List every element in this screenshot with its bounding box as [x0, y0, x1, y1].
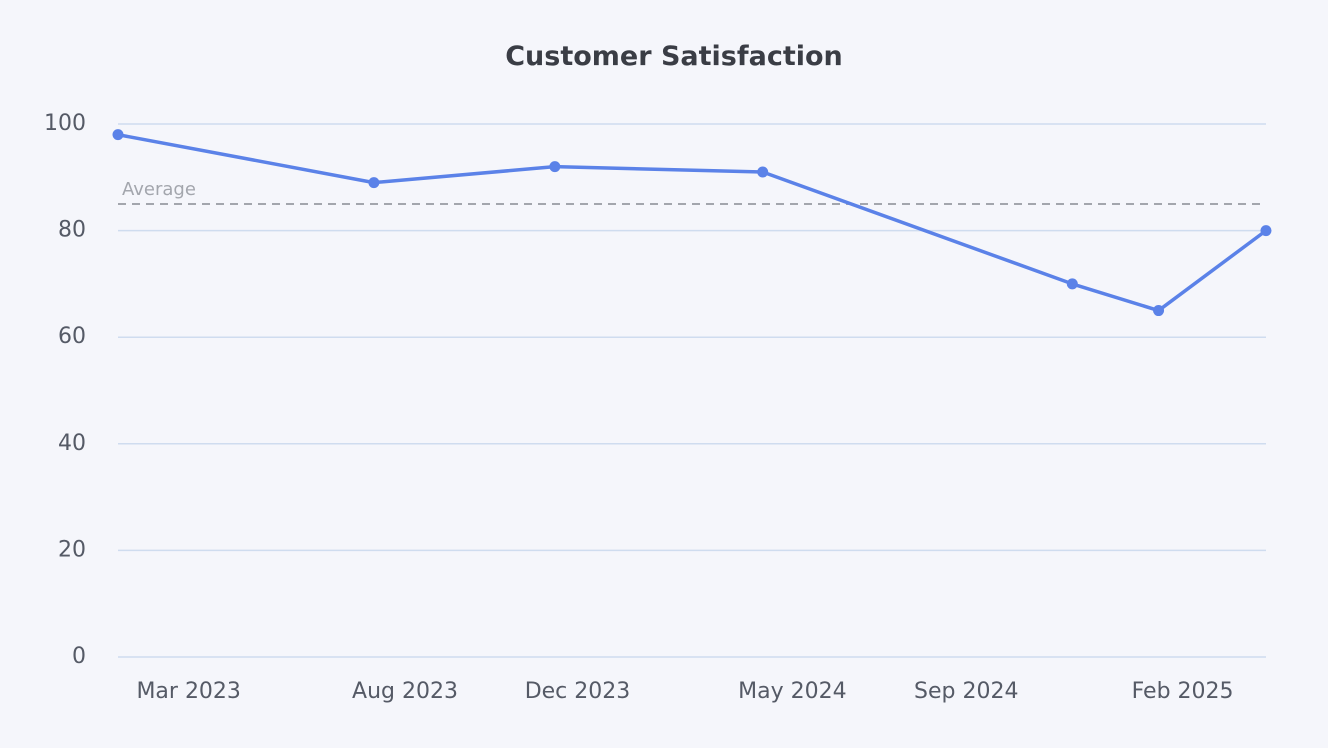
average-label: Average — [122, 179, 196, 200]
x-tick-label: Dec 2023 — [525, 679, 631, 704]
chart-title: Customer Satisfaction — [505, 41, 843, 72]
y-tick-label: 60 — [58, 324, 86, 349]
series-line — [116, 132, 1268, 313]
data-point — [1153, 305, 1165, 317]
data-point — [368, 177, 380, 189]
x-tick-label: May 2024 — [738, 679, 846, 704]
data-point — [757, 166, 769, 178]
gridlines — [118, 123, 1266, 658]
y-tick-label: 100 — [44, 111, 86, 136]
y-tick-label: 80 — [58, 218, 86, 243]
y-tick-label: 0 — [72, 644, 86, 669]
data-point — [549, 161, 561, 173]
x-tick-label: Mar 2023 — [136, 679, 241, 704]
x-tick-label: Sep 2024 — [914, 679, 1018, 704]
x-axis-ticks: Mar 2023 Aug 2023 Dec 2023 May 2024 Sep 2024… — [136, 679, 1233, 704]
series — [112, 129, 1272, 317]
y-tick-label: 20 — [58, 537, 86, 562]
x-tick-label: Aug 2023 — [352, 679, 458, 704]
data-point — [1066, 278, 1078, 290]
x-tick-label: Feb 2025 — [1132, 679, 1234, 704]
y-tick-label: 40 — [58, 431, 86, 456]
data-point — [112, 129, 124, 141]
average-reference: Average — [118, 179, 1266, 205]
data-point — [1260, 225, 1272, 237]
y-axis-ticks: 0 20 40 60 80 100 — [44, 111, 86, 669]
